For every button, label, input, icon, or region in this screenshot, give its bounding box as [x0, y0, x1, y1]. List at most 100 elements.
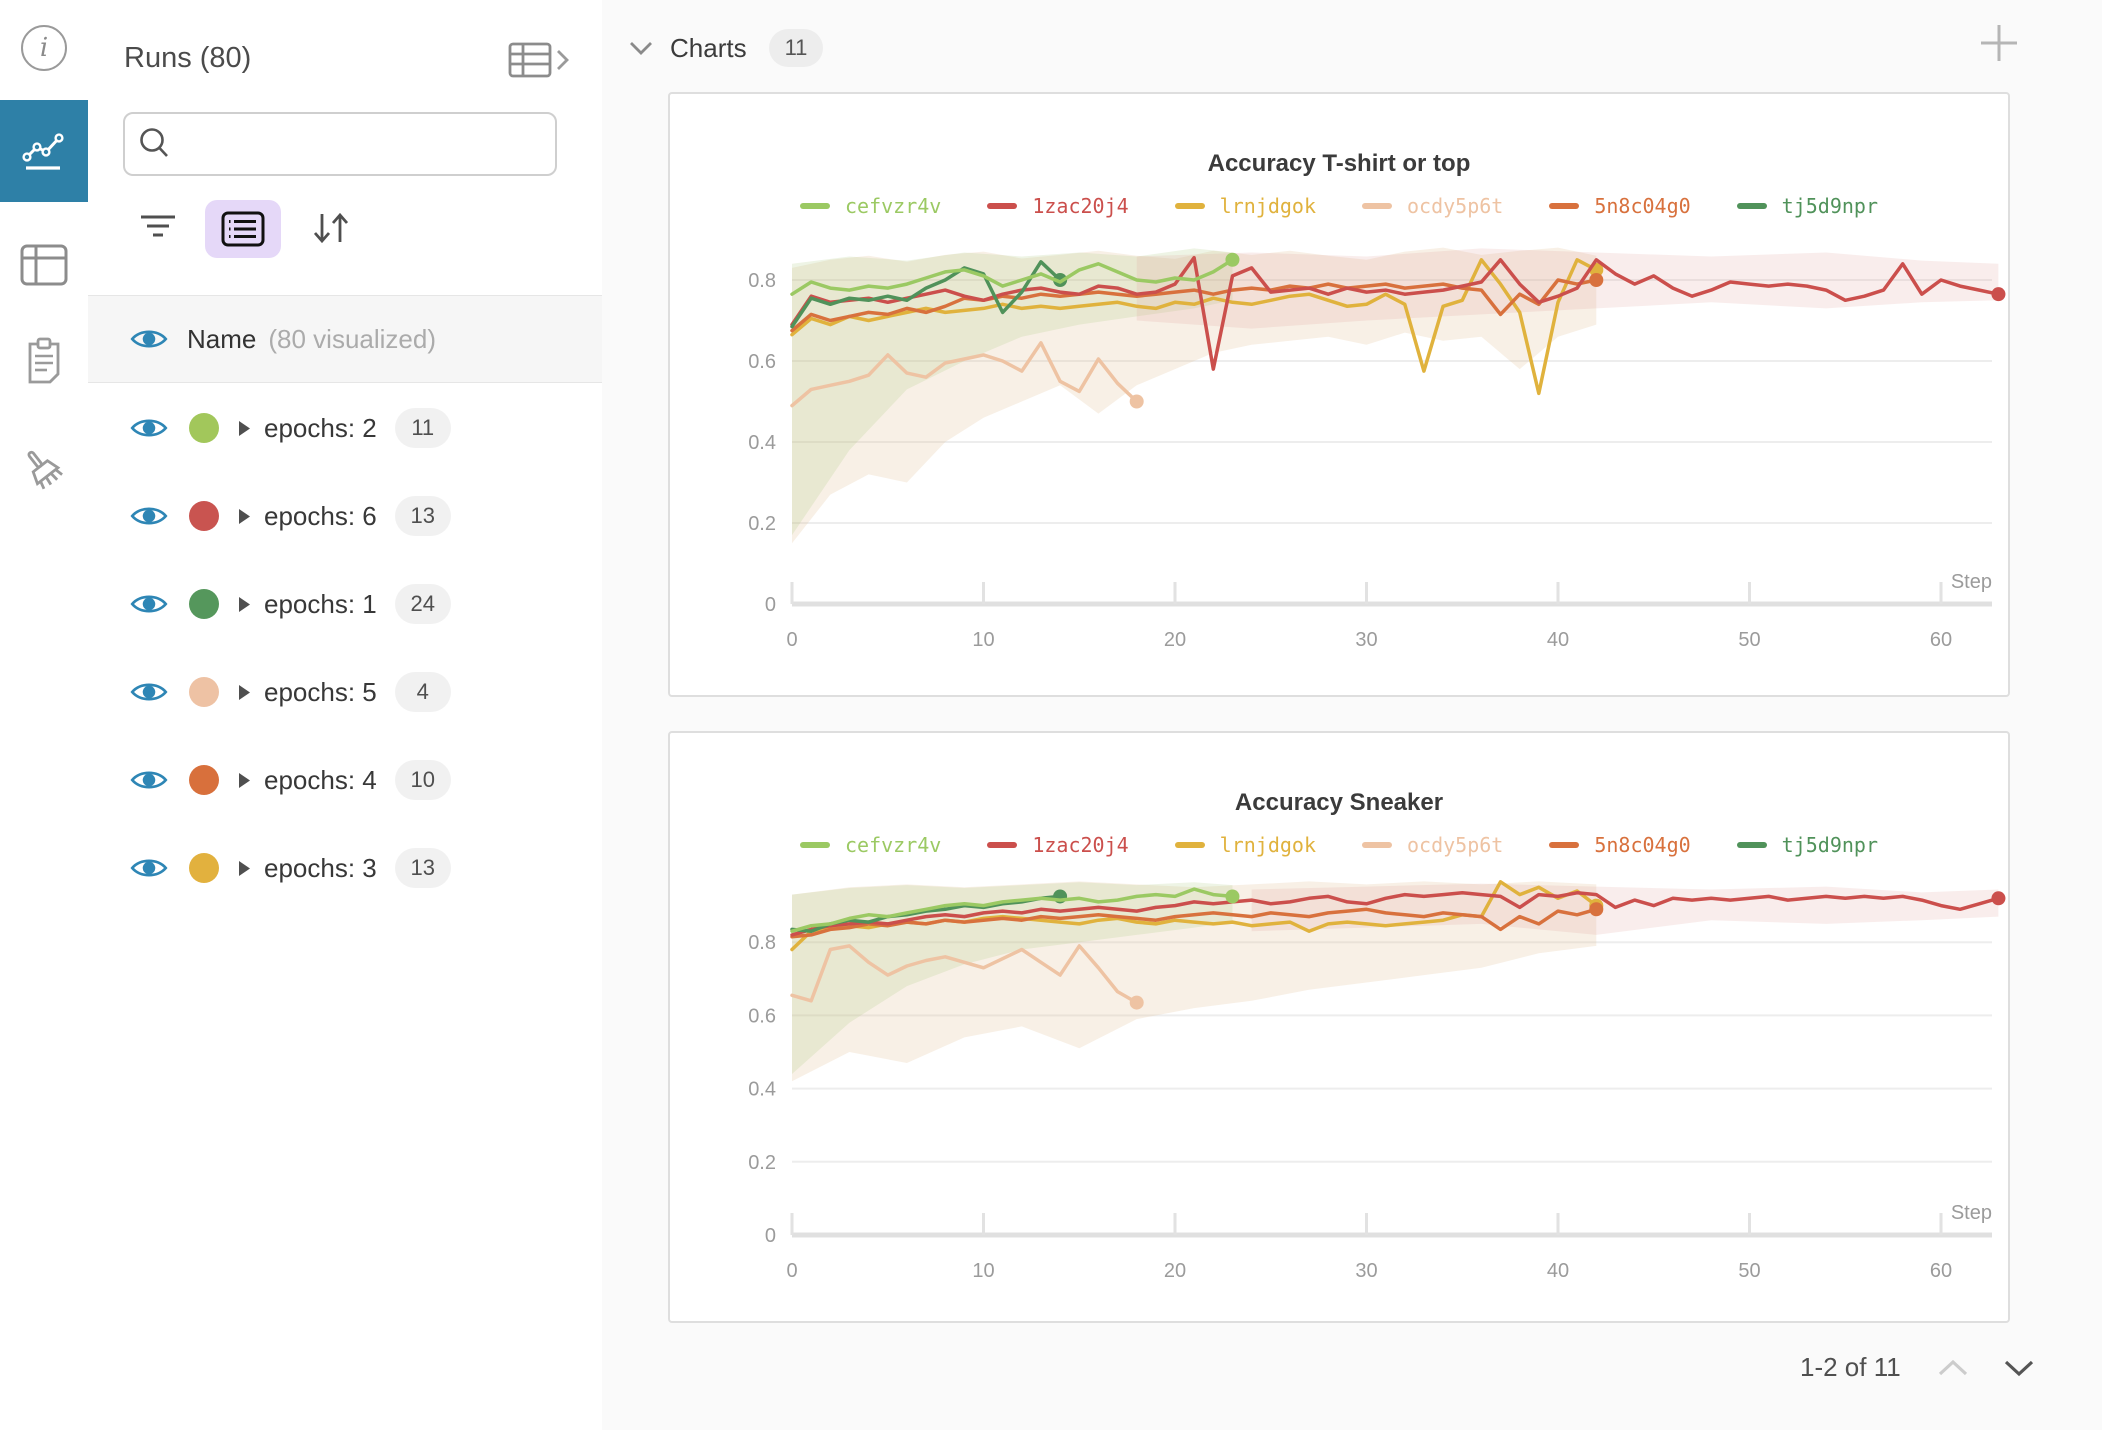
run-row[interactable]: epochs: 1 24	[88, 560, 602, 648]
chart-line-tj5d9npr[interactable]	[790, 260, 1062, 329]
chart-plot[interactable]: 0 10 20 30 40 50 60 0 0.2 0.4 0.6 0.8 Step	[670, 733, 2008, 1321]
visibility-eye-icon[interactable]	[130, 326, 168, 352]
run-rows-list: epochs: 2 11 epochs: 6 13 epochs: 1 24	[88, 384, 602, 912]
broom-icon[interactable]	[0, 444, 88, 498]
search-input[interactable]	[183, 129, 555, 159]
chevron-down-icon[interactable]	[628, 40, 654, 56]
expand-caret-icon[interactable]	[238, 772, 251, 789]
clipboard-icon[interactable]	[0, 336, 88, 386]
legend-dash	[1736, 842, 1767, 848]
run-row[interactable]: epochs: 4 10	[88, 736, 602, 824]
group-list-button[interactable]	[205, 200, 281, 258]
legend-item-ocdy5p6t[interactable]: ocdy5p6t	[1362, 833, 1503, 857]
legend-item-cefvzr4v[interactable]: cefvzr4v	[800, 194, 941, 218]
filter-icon[interactable]	[138, 212, 178, 247]
legend-item-5n8c04g0[interactable]: 5n8c04g0	[1549, 833, 1691, 857]
chart-line-5n8c04g0[interactable]	[790, 278, 1599, 333]
visibility-eye-icon[interactable]	[130, 767, 168, 793]
legend-label: ocdy5p6t	[1407, 194, 1504, 218]
legend-label: tj5d9npr	[1781, 194, 1878, 218]
chart-title: Accuracy T-shirt or top	[1207, 150, 1471, 177]
visibility-eye-icon[interactable]	[130, 855, 168, 881]
search-icon	[140, 128, 168, 157]
visibility-eye-icon[interactable]	[130, 679, 168, 705]
add-panel-plus-icon[interactable]	[1976, 20, 2022, 66]
run-count-badge: 11	[394, 408, 451, 448]
visibility-eye-icon[interactable]	[130, 503, 168, 529]
visibility-eye-icon[interactable]	[130, 415, 168, 441]
expand-caret-icon[interactable]	[238, 596, 251, 613]
y-tick-label: 0.8	[748, 932, 776, 954]
runs-search-box	[123, 112, 557, 176]
chart-panel: 0 10 20 30 40 50 60 0 0.2 0.4 0.6 0.8 Step Accuracy …	[668, 92, 2010, 697]
runs-panel: Runs (80)	[88, 0, 603, 1430]
legend-item-1zac20j4[interactable]: 1zac20j4	[987, 194, 1129, 218]
legend-label: 5n8c04g0	[1594, 833, 1691, 857]
legend-item-ocdy5p6t[interactable]: ocdy5p6t	[1362, 194, 1503, 218]
runs-table-expand-icon[interactable]	[508, 42, 572, 83]
chart-line-cefvzr4v[interactable]	[790, 258, 1235, 296]
x-tick-label: 20	[1164, 1260, 1186, 1282]
page-down-chevron-icon[interactable]	[2001, 1357, 2037, 1379]
legend-dash	[987, 842, 1018, 848]
x-tick-label: 50	[1738, 629, 1760, 651]
x-tick-label: 0	[786, 629, 797, 651]
legend-label: lrnjdgok	[1219, 833, 1316, 857]
legend-label: ocdy5p6t	[1407, 833, 1504, 857]
expand-caret-icon[interactable]	[238, 860, 251, 877]
x-tick-label: 10	[972, 1260, 994, 1282]
legend-item-lrnjdgok[interactable]: lrnjdgok	[1174, 194, 1316, 218]
chart-line-1zac20j4[interactable]	[790, 255, 2001, 371]
chart-line-cefvzr4v[interactable]	[790, 887, 1235, 933]
min-max-band	[792, 247, 1597, 544]
charts-section-title: Charts	[670, 32, 747, 63]
charts-workspace-icon[interactable]	[0, 100, 88, 202]
chart-title: Accuracy Sneaker	[1234, 789, 1444, 816]
visibility-eye-icon[interactable]	[130, 591, 168, 617]
chart-plot[interactable]: 0 10 20 30 40 50 60 0 0.2 0.4 0.6 0.8 Step	[670, 94, 2008, 695]
chart-panel: 0 10 20 30 40 50 60 0 0.2 0.4 0.6 0.8 Step Accuracy …	[668, 731, 2010, 1323]
series-end-dot-cefvzr4v	[1225, 252, 1240, 267]
legend-dash	[800, 842, 831, 848]
chart-legend: cefvzr4v 1zac20j4 lrnjdgok ocdy5p6t 5n8c04g0…	[670, 833, 2008, 857]
run-count-badge: 13	[394, 496, 451, 536]
charts-count-badge: 11	[768, 29, 824, 67]
table-icon[interactable]	[0, 240, 88, 290]
legend-dash	[800, 203, 831, 209]
run-row[interactable]: epochs: 2 11	[88, 384, 602, 472]
y-tick-label: 0.2	[748, 1152, 776, 1174]
pagination-label: 1-2 of 11	[1800, 1352, 1901, 1382]
x-tick-label: 60	[1930, 1260, 1952, 1282]
legend-item-lrnjdgok[interactable]: lrnjdgok	[1174, 833, 1316, 857]
run-group-label: epochs: 4	[264, 764, 377, 795]
legend-item-tj5d9npr[interactable]: tj5d9npr	[1736, 833, 1878, 857]
legend-dash	[987, 203, 1018, 209]
x-tick-label: 30	[1355, 1260, 1377, 1282]
legend-dash	[1549, 842, 1580, 848]
expand-caret-icon[interactable]	[238, 684, 251, 701]
expand-caret-icon[interactable]	[238, 420, 251, 437]
chart-line-5n8c04g0[interactable]	[790, 907, 1599, 939]
legend-item-cefvzr4v[interactable]: cefvzr4v	[800, 833, 941, 857]
chart-line-ocdy5p6t[interactable]	[790, 341, 1139, 408]
legend-item-tj5d9npr[interactable]: tj5d9npr	[1736, 194, 1878, 218]
chart-line-ocdy5p6t[interactable]	[790, 944, 1139, 1005]
run-row[interactable]: epochs: 6 13	[88, 472, 602, 560]
chart-line-lrnjdgok[interactable]	[790, 258, 1599, 396]
series-end-dot-ocdy5p6t	[1129, 394, 1144, 409]
legend-item-1zac20j4[interactable]: 1zac20j4	[987, 833, 1129, 857]
legend-label: tj5d9npr	[1781, 833, 1878, 857]
sort-icon[interactable]	[310, 208, 354, 253]
page-up-chevron-icon[interactable]	[1935, 1357, 1971, 1379]
min-max-band	[792, 882, 1233, 1074]
run-row[interactable]: epochs: 5 4	[88, 648, 602, 736]
legend-item-5n8c04g0[interactable]: 5n8c04g0	[1549, 194, 1691, 218]
run-group-label: epochs: 2	[264, 412, 377, 443]
chart-line-1zac20j4[interactable]	[790, 891, 2001, 937]
info-icon[interactable]: i	[0, 24, 88, 72]
x-axis-title: Step	[1951, 1202, 1992, 1224]
expand-caret-icon[interactable]	[238, 508, 251, 525]
y-tick-label: 0.6	[748, 1005, 776, 1027]
run-row[interactable]: epochs: 3 13	[88, 824, 602, 912]
